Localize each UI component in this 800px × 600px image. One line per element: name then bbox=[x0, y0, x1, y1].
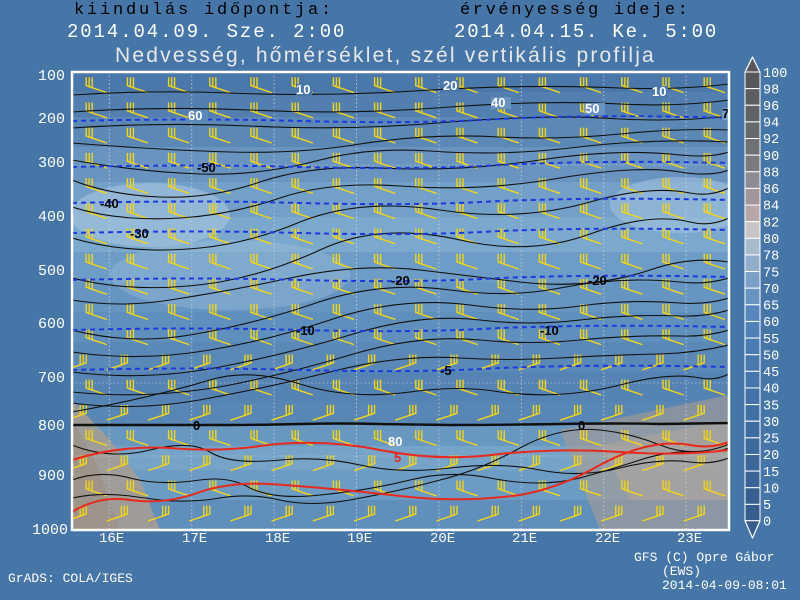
svg-text:80: 80 bbox=[763, 233, 779, 248]
svg-text:25: 25 bbox=[763, 433, 779, 448]
svg-text:15: 15 bbox=[763, 466, 779, 481]
svg-text:5: 5 bbox=[763, 499, 771, 514]
svg-text:45: 45 bbox=[763, 366, 779, 381]
svg-text:30: 30 bbox=[763, 416, 779, 431]
svg-text:0: 0 bbox=[763, 516, 771, 531]
svg-text:55: 55 bbox=[763, 333, 779, 348]
svg-text:82: 82 bbox=[763, 217, 779, 232]
svg-text:96: 96 bbox=[763, 100, 779, 115]
svg-text:100: 100 bbox=[763, 67, 787, 82]
svg-text:40: 40 bbox=[763, 383, 779, 398]
svg-text:98: 98 bbox=[763, 84, 779, 99]
svg-text:90: 90 bbox=[763, 150, 779, 165]
svg-text:35: 35 bbox=[763, 400, 779, 415]
svg-text:78: 78 bbox=[763, 250, 779, 265]
svg-text:94: 94 bbox=[763, 117, 779, 132]
svg-text:10: 10 bbox=[763, 483, 779, 498]
svg-text:92: 92 bbox=[763, 133, 779, 148]
svg-text:88: 88 bbox=[763, 167, 779, 182]
svg-text:84: 84 bbox=[763, 200, 779, 215]
svg-text:20: 20 bbox=[763, 449, 779, 464]
svg-text:75: 75 bbox=[763, 267, 779, 282]
svg-text:70: 70 bbox=[763, 283, 779, 298]
svg-text:86: 86 bbox=[763, 183, 779, 198]
svg-text:65: 65 bbox=[763, 300, 779, 315]
svg-text:50: 50 bbox=[763, 350, 779, 365]
svg-text:60: 60 bbox=[763, 316, 779, 331]
